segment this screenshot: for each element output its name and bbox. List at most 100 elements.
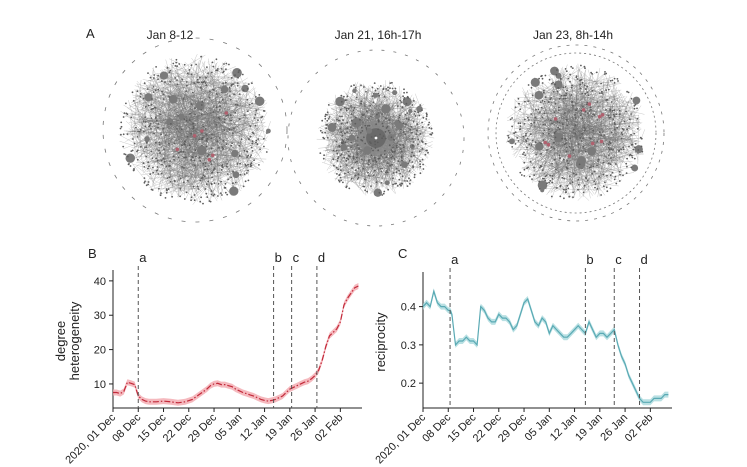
network-node [207,180,210,183]
network-node [412,120,415,123]
network-node [568,146,571,148]
network-node [218,101,221,103]
network-node [136,136,139,138]
network-node [551,162,553,165]
network-node [387,86,389,89]
network-node [393,150,396,153]
network-node [390,156,393,159]
network-node [206,140,208,142]
network-node [428,121,431,124]
network-node [367,171,369,174]
network-node [150,103,153,106]
network-node [128,163,130,165]
network-node [200,104,203,106]
network-node [248,138,250,141]
network-node [327,118,330,120]
network-node [585,177,588,180]
network-node [356,144,359,147]
network-node [612,113,615,116]
network-node [396,146,398,149]
network-node [593,114,596,116]
network-node [373,82,376,84]
network-node [227,114,229,117]
network-node [612,149,614,151]
network-node [383,96,386,98]
network-node [322,157,325,160]
network-node [150,117,153,119]
network-node [228,63,230,66]
network-node [527,166,529,169]
network-node [147,167,149,170]
x-tick-label: 05 Jan [213,412,245,444]
network-node [630,113,632,115]
network-node [126,133,129,136]
network-node [221,166,224,169]
network-node [413,173,416,176]
network-node [625,110,627,113]
network-node [263,110,266,112]
network-node [184,140,187,143]
network-node [346,131,348,134]
network-node [176,65,179,67]
network-node [557,86,560,89]
network-node [212,88,215,91]
network-node [156,166,159,168]
network-node [381,122,384,125]
network-node [590,71,592,74]
network-node [584,88,587,90]
network-edges [506,63,645,201]
network-node [226,173,229,175]
network-node-highlight [567,154,572,158]
network-node [169,80,172,83]
network-node [144,116,147,118]
network-node [527,84,530,86]
network-node [403,88,405,91]
network-node [563,197,565,200]
network-node [405,123,407,125]
network-node [354,161,357,164]
network-node [212,111,215,113]
network-node [120,121,123,124]
network-node-highlight [587,102,592,106]
network-node [202,202,204,205]
network-node [194,113,197,116]
network-node [553,158,556,161]
network-node [601,90,603,93]
network-node [620,148,622,151]
network-node [403,91,405,94]
network-node [354,86,357,89]
network-node [605,109,607,111]
event-label-d: d [641,252,648,267]
network-node [347,154,350,157]
network-node [618,149,621,152]
network-node [535,142,544,151]
network-node [606,190,609,193]
network-node-highlight [211,153,215,158]
network-node [200,55,203,58]
network-node [160,172,163,175]
network-node [348,187,351,190]
network-node [263,145,265,148]
event-label-a: a [139,250,147,265]
network-node [186,84,188,87]
network-node [604,71,606,73]
network-node [406,112,409,114]
network-node [240,138,243,141]
x-tick-label: 12 Jan [238,412,270,444]
network-node [579,87,582,90]
network-node [326,111,329,114]
network-node [194,107,196,110]
network-node [391,87,394,90]
network-node [139,128,142,131]
network-node [620,132,623,134]
series-line [422,289,669,403]
network-node [201,100,204,103]
network-node [554,80,563,90]
network-node [558,128,561,131]
network-node [376,87,379,90]
network-node [171,195,174,198]
network-node [602,161,605,164]
network-node [246,156,249,159]
network-node [340,169,342,172]
network-node [145,146,148,149]
